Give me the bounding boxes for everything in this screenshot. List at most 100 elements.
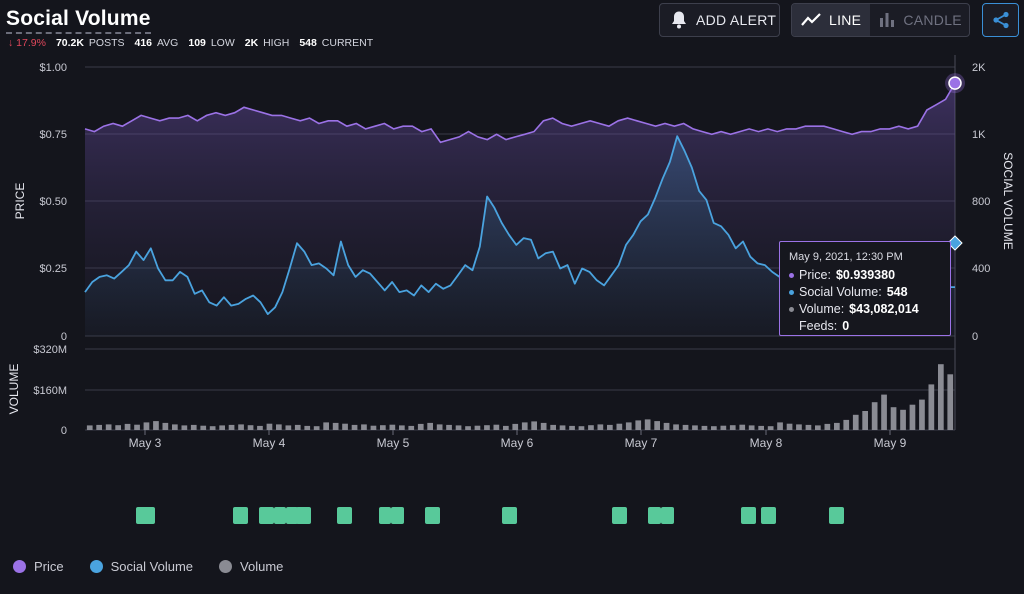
legend-social-volume[interactable]: Social Volume [89, 559, 193, 574]
tooltip-volume-row: Volume: $43,082,014 [789, 301, 941, 318]
x-tick-label: May 9 [874, 436, 907, 450]
x-tick-label: May 8 [750, 436, 783, 450]
volume-bar [266, 423, 273, 430]
volume-bar [332, 422, 339, 430]
volume-bar [758, 425, 764, 430]
legend-volume[interactable]: Volume [219, 559, 283, 574]
volume-bar [370, 425, 377, 430]
volume-bar [900, 409, 906, 431]
stat-high: 2K HIGH [244, 37, 290, 49]
volume-bar [767, 426, 774, 430]
volume-bar [607, 424, 613, 430]
legend-price[interactable]: Price [13, 559, 64, 574]
volume-bar [276, 424, 282, 430]
volume-bar [181, 425, 188, 430]
event-marker [829, 507, 844, 524]
volume-axis-label: VOLUME [7, 364, 21, 415]
price-tick-label: $0.50 [39, 196, 67, 208]
volume-bar [304, 425, 311, 430]
add-alert-button[interactable]: ADD ALERT [659, 3, 780, 37]
volume-bar [909, 404, 916, 430]
volume-bar [871, 402, 878, 430]
bell-icon [672, 11, 686, 29]
volume-bar [455, 425, 462, 430]
event-marker [337, 507, 352, 524]
social-volume-tick-label: 800 [972, 196, 990, 208]
volume-bar [938, 364, 944, 430]
event-marker [296, 507, 311, 524]
volume-bar [796, 424, 802, 430]
price-tick-label: $0.25 [39, 263, 67, 275]
x-tick-label: May 4 [253, 436, 286, 450]
volume-bar [616, 423, 623, 430]
volume-bar [417, 423, 424, 430]
volume-bar [285, 425, 292, 430]
volume-bar [663, 422, 670, 430]
event-marker [425, 507, 440, 524]
price-tick-label: $0.75 [39, 129, 67, 141]
volume-bar [323, 422, 329, 430]
tooltip-social-row: Social Volume: 548 [789, 284, 941, 301]
x-tick-label: May 3 [129, 436, 162, 450]
volume-bar [531, 421, 537, 430]
share-icon [992, 11, 1009, 29]
volume-bar [86, 425, 93, 430]
tooltip-feeds-row: Feeds: 0 [799, 319, 850, 333]
candle-mode-button[interactable]: CANDLE [870, 4, 969, 36]
volume-bar [115, 425, 121, 430]
event-marker [379, 507, 391, 524]
volume-bar [162, 422, 169, 430]
volume-bar [465, 426, 471, 430]
volume-bar [711, 426, 717, 430]
social-volume-area [85, 136, 955, 336]
x-tick-label: May 6 [501, 436, 534, 450]
volume-bar [408, 425, 415, 430]
x-tick-label: May 7 [625, 436, 658, 450]
change-indicator: ↓ 17.9% [8, 37, 46, 49]
line-chart-icon [801, 13, 821, 26]
volume-bar [512, 423, 519, 430]
volume-bar [701, 425, 708, 430]
stat-posts: 70.2K POSTS [55, 37, 125, 49]
page-title: Social Volume [6, 7, 151, 34]
volume-bar [493, 424, 500, 430]
tooltip-price-row: Price: $0.939380 [789, 267, 941, 284]
stat-current: 548 CURRENT [299, 37, 374, 49]
volume-bar [427, 422, 433, 430]
event-marker [502, 507, 517, 524]
line-mode-button[interactable]: LINE [792, 4, 871, 36]
stat-low: 109 LOW [188, 37, 235, 49]
volume-bar [928, 384, 935, 430]
event-marker [274, 507, 286, 524]
event-marker [286, 507, 298, 524]
volume-bar [540, 422, 547, 430]
price-axis-label: PRICE [13, 183, 27, 220]
volume-bar [238, 424, 244, 430]
volume-bar [644, 419, 651, 430]
volume-bar [257, 425, 263, 430]
volume-bar [446, 424, 452, 430]
volume-bar [389, 424, 396, 430]
event-marker [741, 507, 756, 524]
event-marker [761, 507, 776, 524]
volume-bar [134, 424, 140, 430]
price-line [84, 82, 956, 144]
event-marker [648, 507, 661, 524]
add-alert-label: ADD ALERT [696, 12, 777, 28]
volume-bar [578, 426, 585, 430]
volume-bar [843, 419, 850, 430]
price-tick-label: 0 [61, 331, 67, 343]
volume-bar [777, 422, 783, 430]
volume-tick-label: $160M [33, 385, 67, 397]
x-tick-label: May 5 [377, 436, 410, 450]
volume-bar [569, 425, 575, 430]
volume-bar [247, 425, 254, 430]
volume-bar [597, 424, 604, 430]
volume-bar [96, 424, 102, 430]
social-volume-tick-label: 2K [972, 62, 986, 74]
share-button[interactable] [982, 3, 1019, 37]
volume-bar [890, 407, 897, 430]
volume-bar [550, 424, 556, 430]
volume-bar [881, 394, 887, 430]
